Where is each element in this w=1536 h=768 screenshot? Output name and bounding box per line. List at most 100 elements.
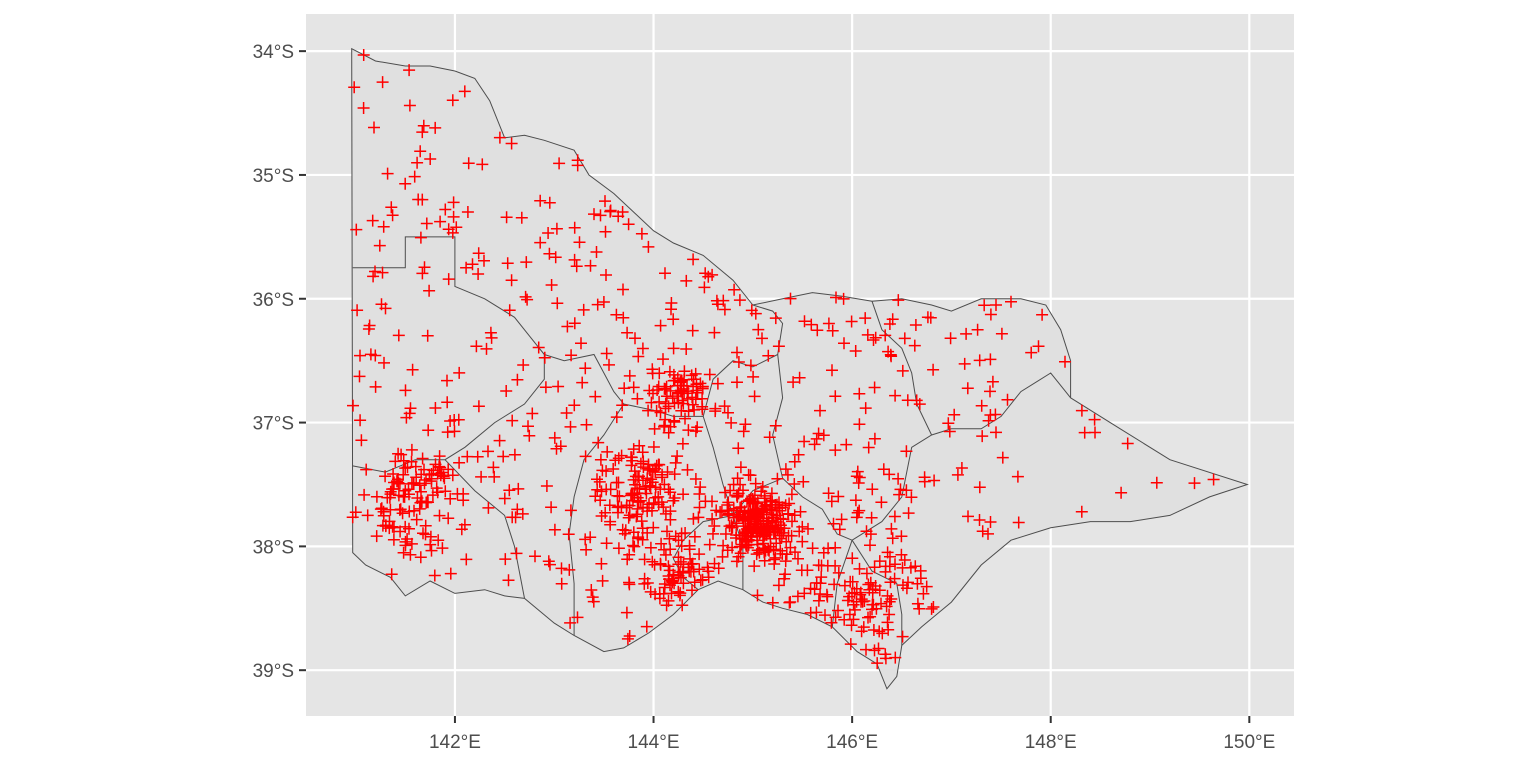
- region-boundary: [672, 514, 734, 591]
- region-boundary: [568, 403, 625, 636]
- point-marker: [875, 597, 887, 610]
- point-marker: [797, 475, 810, 488]
- point-marker: [410, 513, 423, 526]
- point-marker: [730, 555, 743, 568]
- point-marker: [877, 463, 890, 476]
- point-marker: [671, 450, 684, 463]
- point-marker: [394, 525, 407, 538]
- point-marker: [769, 419, 782, 432]
- point-marker: [744, 495, 757, 508]
- point-marker: [539, 381, 552, 394]
- point-marker: [693, 548, 706, 561]
- point-marker: [348, 81, 361, 94]
- station-points: [346, 49, 1220, 670]
- point-marker: [740, 539, 753, 552]
- point-marker: [416, 452, 429, 465]
- point-marker: [534, 236, 547, 249]
- point-marker: [667, 494, 680, 507]
- point-marker: [693, 488, 706, 500]
- point-marker: [664, 579, 676, 592]
- point-marker: [716, 550, 729, 563]
- point-marker: [571, 611, 584, 624]
- point-marker: [501, 257, 514, 270]
- point-marker: [599, 195, 611, 208]
- point-marker: [686, 584, 698, 597]
- point-marker: [1012, 516, 1025, 529]
- point-marker: [487, 461, 500, 474]
- point-marker: [785, 529, 798, 542]
- point-marker: [460, 261, 473, 274]
- point-marker: [822, 317, 835, 330]
- point-marker: [976, 430, 989, 443]
- point-marker: [737, 425, 750, 438]
- point-marker: [370, 530, 383, 543]
- point-marker: [349, 506, 362, 519]
- point-marker: [594, 494, 607, 507]
- point-marker: [984, 308, 997, 321]
- point-marker: [517, 359, 530, 371]
- point-marker: [512, 482, 525, 495]
- point-marker: [500, 211, 513, 224]
- point-marker: [646, 504, 658, 517]
- point-marker: [433, 450, 446, 463]
- point-marker: [815, 571, 828, 584]
- point-marker: [392, 476, 405, 489]
- point-marker: [676, 599, 689, 612]
- point-marker: [568, 253, 581, 266]
- state-outline: [351, 47, 1249, 690]
- point-marker: [561, 320, 574, 333]
- point-marker: [686, 324, 699, 337]
- point-marker: [873, 625, 886, 638]
- point-marker: [460, 553, 473, 566]
- point-marker: [752, 323, 765, 336]
- point-marker: [855, 625, 868, 638]
- point-marker: [703, 368, 716, 381]
- point-marker: [860, 643, 872, 656]
- point-marker: [419, 528, 432, 541]
- point-marker: [642, 404, 655, 417]
- point-marker: [482, 501, 495, 514]
- point-marker: [698, 281, 711, 294]
- point-marker: [441, 426, 454, 439]
- point-marker: [1036, 308, 1049, 321]
- point-marker: [731, 490, 744, 503]
- point-marker: [864, 539, 876, 552]
- region-boundary: [444, 459, 525, 599]
- point-marker: [511, 373, 524, 386]
- point-marker: [367, 270, 380, 283]
- point-marker: [909, 560, 922, 573]
- point-marker: [868, 381, 881, 394]
- point-marker: [882, 623, 895, 636]
- point-marker: [580, 543, 593, 556]
- point-marker: [669, 456, 682, 469]
- point-marker: [838, 337, 850, 350]
- point-marker: [749, 477, 762, 490]
- point-marker: [744, 359, 757, 372]
- point-marker: [677, 577, 690, 590]
- point-marker: [748, 390, 761, 403]
- point-marker: [667, 342, 680, 355]
- point-marker: [660, 390, 673, 403]
- point-marker: [995, 327, 1008, 340]
- point-marker: [745, 513, 758, 526]
- point-marker: [417, 527, 429, 540]
- point-marker: [721, 504, 734, 517]
- point-marker: [644, 585, 657, 598]
- point-marker: [384, 485, 397, 498]
- region-boundary: [352, 354, 545, 473]
- point-marker: [722, 406, 734, 419]
- point-marker: [855, 595, 867, 608]
- point-marker: [360, 463, 373, 476]
- point-marker: [1121, 437, 1134, 450]
- point-marker: [616, 206, 629, 218]
- point-marker: [736, 533, 749, 545]
- point-marker: [354, 414, 367, 427]
- point-marker: [472, 268, 485, 280]
- point-marker: [900, 445, 913, 458]
- point-marker: [434, 461, 447, 474]
- point-marker: [864, 610, 877, 623]
- point-marker: [844, 638, 857, 651]
- point-marker: [439, 203, 452, 216]
- point-marker: [731, 472, 744, 485]
- point-marker: [442, 512, 455, 525]
